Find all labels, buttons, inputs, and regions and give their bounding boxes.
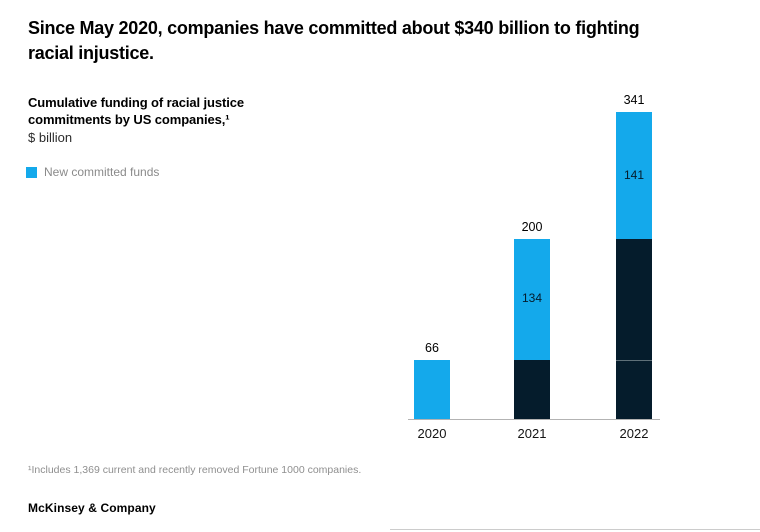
bar-segment-2021-navy xyxy=(514,359,550,419)
chart-unit-label: $ billion xyxy=(28,130,73,145)
bar-segment-2021-cyan xyxy=(514,239,550,360)
bar-segment-2022-navy xyxy=(616,239,652,360)
x-axis-line xyxy=(408,419,660,420)
segment-value-label-2021: 134 xyxy=(521,291,543,306)
page-title-line-2: racial injustice. xyxy=(28,43,154,63)
bar-total-label-2020: 66 xyxy=(425,340,439,355)
bar-segment-2022-navy xyxy=(616,359,652,419)
legend-swatch-icon xyxy=(26,166,37,178)
page-title: Since May 2020, companies have committed… xyxy=(28,16,640,66)
legend: New committed funds xyxy=(26,166,159,178)
bar-segment-2022-cyan xyxy=(616,112,652,239)
brand-logo: McKinsey & Company xyxy=(28,501,156,515)
bar-total-label-2021: 200 xyxy=(521,220,543,234)
bar-segment-2020-cyan xyxy=(414,359,450,419)
page-title-line-1: Since May 2020, companies have committed… xyxy=(28,18,640,38)
chart-title-block: Cumulative funding of racial justice com… xyxy=(28,94,244,146)
legend-label: New committed funds xyxy=(44,165,160,179)
footnote: ¹Includes 1,369 current and recently rem… xyxy=(28,464,362,476)
segment-value-label-2022: 141 xyxy=(623,167,645,182)
bar-divider-2022 xyxy=(616,359,652,361)
bottom-divider-line xyxy=(390,529,760,530)
x-axis-label-2022: 2022 xyxy=(619,426,649,441)
chart-title-line-2: commitments by US companies,¹ xyxy=(28,112,230,127)
x-axis-label-2020: 2020 xyxy=(417,426,447,441)
x-axis-label-2021: 2021 xyxy=(517,426,547,441)
chart-title-line-1: Cumulative funding of racial justice xyxy=(28,95,244,110)
bar-total-label-2022: 341 xyxy=(623,93,645,108)
